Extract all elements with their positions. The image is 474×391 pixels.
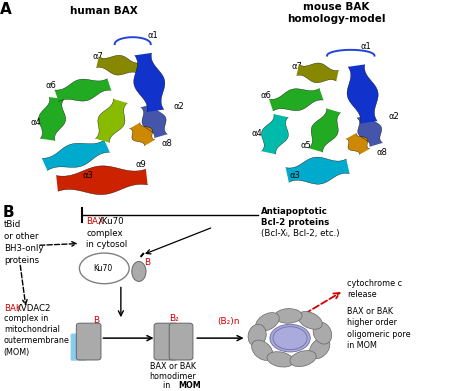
Text: complex
in cytosol: complex in cytosol — [86, 229, 128, 249]
Polygon shape — [55, 79, 111, 102]
Text: BAX: BAX — [86, 217, 104, 226]
Text: A: A — [0, 2, 11, 17]
Ellipse shape — [290, 351, 316, 367]
Polygon shape — [56, 166, 147, 195]
Text: cytochrome c
release: cytochrome c release — [347, 279, 402, 299]
Ellipse shape — [248, 325, 266, 346]
Polygon shape — [269, 88, 323, 111]
Text: B: B — [144, 258, 150, 267]
Text: tBid
or other
BH3-only
proteins: tBid or other BH3-only proteins — [4, 221, 43, 265]
Text: homodimer: homodimer — [150, 372, 196, 381]
Ellipse shape — [267, 352, 294, 367]
Polygon shape — [347, 65, 378, 124]
Polygon shape — [42, 140, 110, 170]
Polygon shape — [96, 55, 141, 75]
Ellipse shape — [313, 322, 332, 344]
Text: α2: α2 — [173, 102, 184, 111]
Ellipse shape — [255, 313, 279, 331]
Ellipse shape — [270, 324, 310, 352]
Polygon shape — [357, 114, 383, 147]
Text: /VDAC2: /VDAC2 — [18, 304, 51, 313]
Text: BAK: BAK — [4, 304, 21, 313]
Text: α8: α8 — [377, 148, 388, 157]
Text: (B₂)n: (B₂)n — [217, 317, 240, 326]
Ellipse shape — [310, 338, 330, 359]
Text: α4: α4 — [251, 129, 262, 138]
Text: in: in — [163, 382, 173, 391]
Text: B: B — [2, 205, 14, 220]
Polygon shape — [129, 123, 155, 146]
FancyBboxPatch shape — [71, 334, 87, 361]
Text: α9: α9 — [135, 160, 146, 169]
FancyBboxPatch shape — [169, 323, 193, 360]
Text: α2: α2 — [389, 112, 400, 121]
Ellipse shape — [298, 312, 322, 329]
Polygon shape — [297, 63, 338, 83]
Text: complex in
mitochondrial
outermembrane
(MOM): complex in mitochondrial outermembrane (… — [4, 314, 70, 357]
Text: α8: α8 — [161, 139, 172, 148]
Polygon shape — [134, 53, 165, 112]
Ellipse shape — [132, 262, 146, 282]
Ellipse shape — [273, 326, 307, 350]
Polygon shape — [286, 157, 349, 184]
Text: human BAX: human BAX — [71, 6, 138, 16]
Text: α6: α6 — [261, 91, 272, 100]
Text: mouse BAK
homology-model: mouse BAK homology-model — [287, 2, 386, 23]
Text: α5: α5 — [301, 141, 312, 150]
Text: Antiapoptotic: Antiapoptotic — [261, 207, 328, 216]
Ellipse shape — [80, 253, 129, 284]
Polygon shape — [346, 133, 370, 154]
Text: α3: α3 — [289, 171, 300, 180]
Polygon shape — [262, 114, 288, 154]
Text: α3: α3 — [83, 171, 94, 180]
Text: BAX or BAK
higher order
oligomeric pore
in MOM: BAX or BAK higher order oligomeric pore … — [347, 307, 410, 350]
Ellipse shape — [274, 308, 302, 323]
FancyBboxPatch shape — [154, 323, 178, 360]
Text: BAX or BAK: BAX or BAK — [150, 362, 196, 371]
Polygon shape — [141, 104, 167, 138]
Text: α6: α6 — [45, 81, 56, 90]
Polygon shape — [38, 97, 66, 141]
Text: α7: α7 — [292, 62, 302, 71]
Text: B: B — [93, 316, 99, 325]
Text: α7: α7 — [92, 52, 103, 61]
Text: α4: α4 — [31, 118, 42, 127]
Text: B₂: B₂ — [169, 314, 179, 323]
Text: Ku70: Ku70 — [93, 264, 112, 273]
Text: MOM: MOM — [178, 382, 201, 391]
FancyBboxPatch shape — [76, 323, 101, 360]
Text: /Ku70: /Ku70 — [99, 217, 123, 226]
Text: Bcl-2 proteins: Bcl-2 proteins — [261, 218, 329, 227]
Polygon shape — [95, 99, 128, 143]
Text: α5: α5 — [97, 133, 108, 142]
Text: (Bcl-Xₗ, Bcl-2, etc.): (Bcl-Xₗ, Bcl-2, etc.) — [261, 229, 339, 238]
Text: α1: α1 — [148, 30, 159, 39]
Ellipse shape — [252, 340, 273, 361]
Polygon shape — [309, 109, 341, 152]
Text: α1: α1 — [360, 42, 371, 51]
